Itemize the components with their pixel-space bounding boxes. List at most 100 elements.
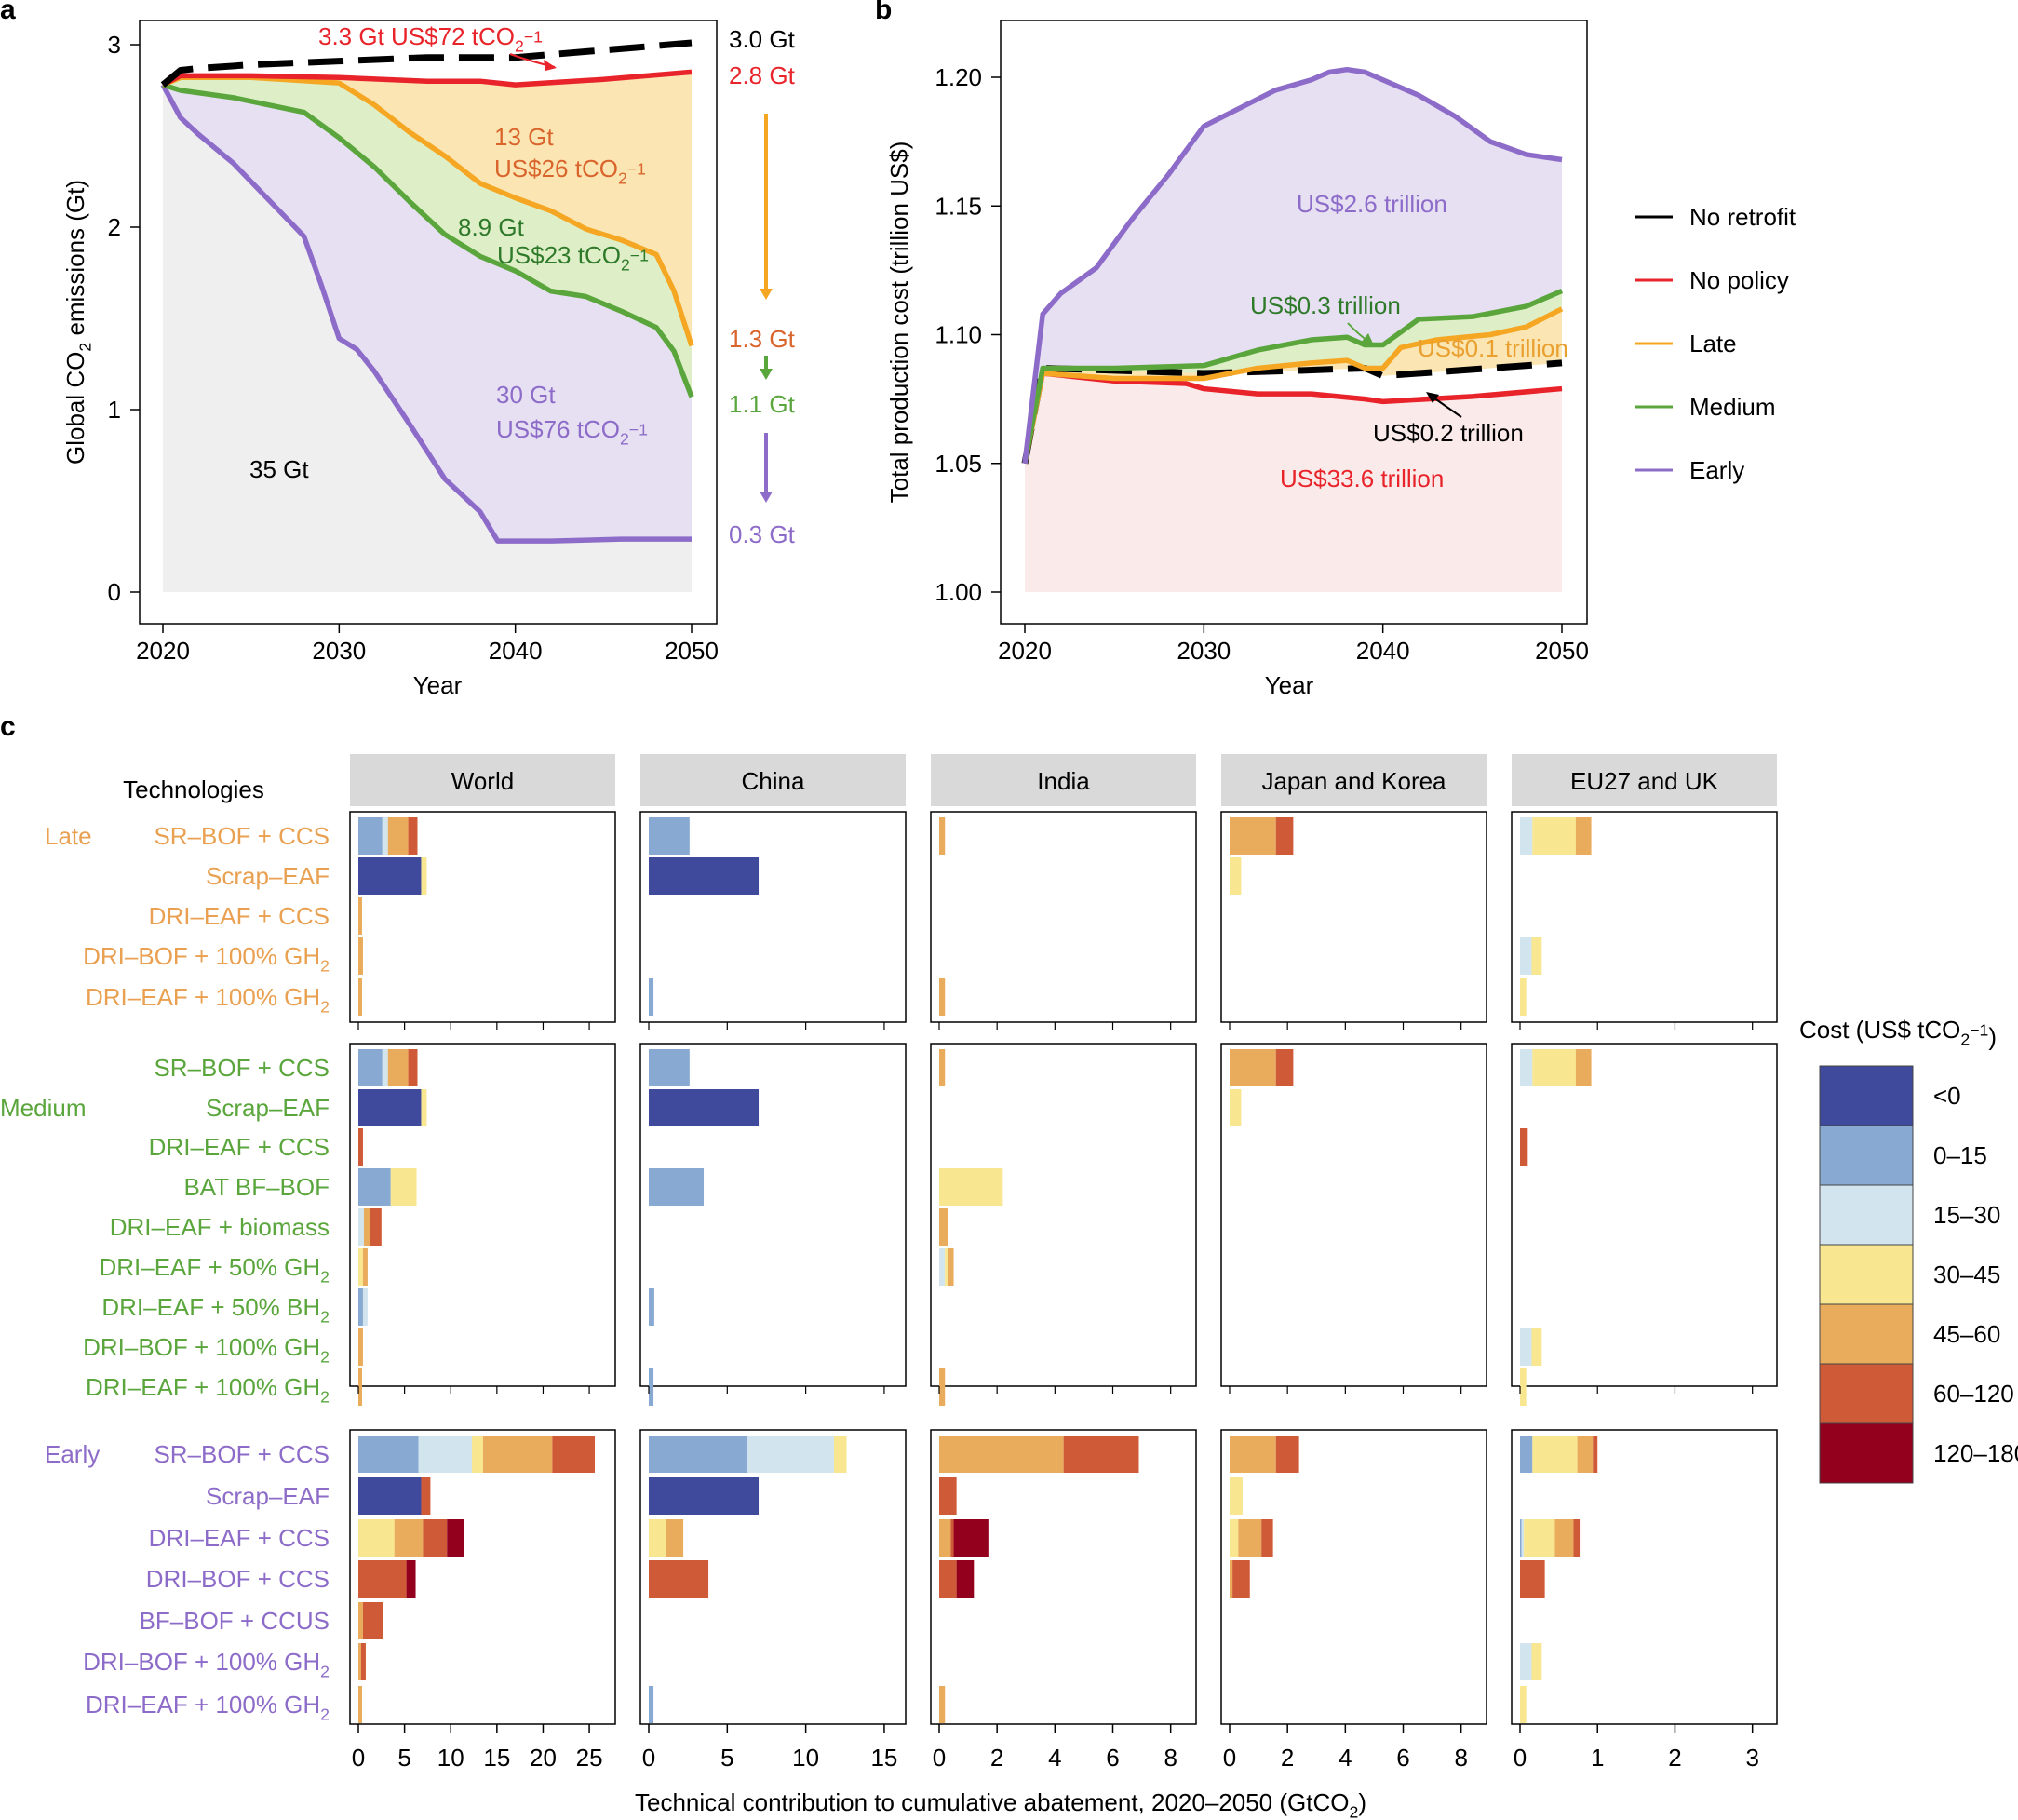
x-tick-label: 15 [483, 1744, 510, 1772]
annotation-base-area: US$33.6 trillion [1280, 465, 1444, 492]
region-header-label: Japan and Korea [1261, 767, 1446, 795]
bar-segment [1230, 1560, 1233, 1598]
group-label-early: Early [45, 1440, 100, 1468]
x-tick-label: 5 [720, 1744, 733, 1772]
bar-segment [408, 1049, 418, 1086]
bar-segment [418, 1436, 473, 1473]
bar-segment [358, 1168, 391, 1206]
cost-legend-label: 120–180 [1933, 1439, 2018, 1467]
facet-frame [1511, 1429, 1778, 1725]
bar-segment [1230, 1436, 1276, 1473]
x-tick-label: 4 [1339, 1744, 1352, 1772]
region-header-2 [931, 754, 1196, 806]
x-axis-label: Year [1265, 671, 1314, 699]
row-label: DRI–EAF + 100% GH2 [86, 1373, 330, 1406]
arrow-medium-head [760, 369, 773, 380]
x-tick-label: 2030 [312, 637, 366, 665]
x-tick-label: 8 [1454, 1744, 1467, 1772]
bar-segment [358, 1560, 407, 1598]
x-tick-label: 0 [642, 1744, 655, 1772]
bar-segment [939, 1168, 1003, 1206]
bar-segment [358, 1436, 419, 1473]
annotation-late-end: 1.3 Gt [729, 325, 796, 353]
row-label: DRI–BOF + CCS [146, 1565, 330, 1593]
cost-legend-title: Cost (US$ tCO2−1) [1799, 1016, 1997, 1050]
bar-segment [833, 1436, 847, 1473]
bar-segment [482, 1436, 553, 1473]
bar-segment [1275, 1436, 1299, 1473]
bar-segment [956, 1560, 975, 1598]
bar-segment [939, 1560, 957, 1598]
bar-segment [363, 1208, 370, 1246]
bar-segment [362, 1248, 368, 1286]
area-medium [163, 77, 692, 398]
row-label: DRI–EAF + 50% BH2 [101, 1293, 330, 1326]
bar-segment [1520, 1519, 1522, 1557]
bar-segment [362, 1288, 368, 1326]
bar-segment [358, 1328, 363, 1366]
annotation-late-1: 13 Gt [494, 123, 554, 151]
series-line-early [160, 83, 692, 544]
bar-segment [950, 1519, 954, 1557]
bar-segment [358, 1049, 383, 1086]
bar-segment [358, 1208, 364, 1246]
bar-segment [649, 817, 690, 855]
x-tick-label: 1 [1591, 1744, 1604, 1772]
row-label: DRI–EAF + CCS [149, 902, 330, 930]
bar-segment [1573, 1519, 1581, 1557]
bar-segment [1532, 1436, 1578, 1473]
panel-label-c: c [0, 711, 16, 742]
annotation-medium-end: 1.1 Gt [729, 390, 796, 418]
bar-segment [1521, 1519, 1525, 1557]
y-tick-label: 3 [108, 31, 121, 59]
cost-legend-swatch [1819, 1303, 1914, 1365]
bar-segment [1520, 1368, 1527, 1406]
annotation-medium-area: US$0.3 trillion [1250, 291, 1401, 319]
row-label: SR–BOF + CCS [154, 822, 330, 850]
bar-segment [387, 1049, 409, 1086]
bar-segment [1520, 1328, 1532, 1366]
series-line-late [1022, 306, 1564, 465]
bar-segment [1593, 1436, 1598, 1473]
bar-segment [358, 1128, 363, 1166]
area-medium [1025, 290, 1562, 464]
annotation-no-policy: 2.8 Gt [729, 61, 796, 89]
region-header-label: China [742, 767, 805, 795]
series-line-medium [1022, 288, 1564, 465]
x-axis-label: Year [413, 671, 463, 699]
x-tick-label: 2020 [136, 637, 190, 665]
bar-segment [362, 1602, 383, 1639]
panel-label-a: a [0, 0, 16, 25]
panel-label-b: b [875, 0, 892, 25]
bar-segment [472, 1436, 483, 1473]
x-tick-label: 10 [437, 1744, 464, 1772]
facet-frame [1511, 1043, 1778, 1387]
x-tick-label: 2040 [489, 637, 543, 665]
bar-segment [370, 1208, 382, 1246]
area-early [163, 85, 692, 542]
bar-segment [358, 1686, 362, 1723]
annotation-medium-1: 8.9 Gt [458, 213, 525, 241]
x-tick-label: 25 [576, 1744, 603, 1772]
bar-segment [423, 1519, 448, 1557]
bar-segment [649, 978, 654, 1016]
cost-legend-swatch [1819, 1422, 1914, 1484]
bar-segment [394, 1519, 424, 1557]
annotation-no-retrofit: 3.0 Gt [729, 25, 796, 53]
bar-segment [649, 1288, 654, 1326]
annotation-early-2: US$76 tCO2−1 [496, 415, 648, 448]
annotation-arrowhead-medium [1361, 333, 1374, 345]
bar-segment [939, 978, 946, 1016]
legend-label: No retrofit [1689, 203, 1796, 231]
annotation-no-policy-top: 3.3 Gt US$72 tCO2−1 [318, 22, 543, 55]
x-tick-label: 2050 [665, 637, 719, 665]
bar-segment [649, 1168, 705, 1206]
x-tick-label: 15 [870, 1744, 897, 1772]
x-tick-label: 0 [352, 1744, 365, 1772]
y-tick-label: 1.15 [935, 192, 982, 220]
bar-segment [1230, 817, 1276, 855]
bar-segment [1575, 817, 1592, 855]
bar-segment [945, 1248, 948, 1286]
y-tick-label: 1.10 [935, 321, 982, 349]
